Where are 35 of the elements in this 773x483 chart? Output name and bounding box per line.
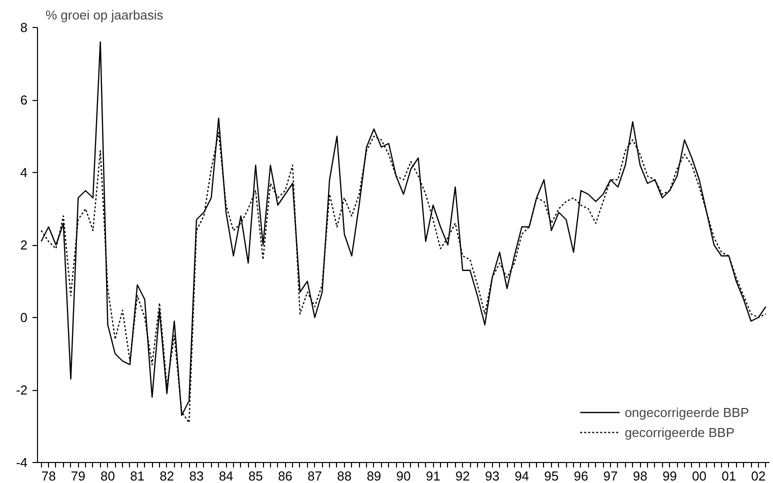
x-tick-label: 00 xyxy=(692,468,706,483)
x-tick-label: 99 xyxy=(662,468,677,483)
x-tick-label: 89 xyxy=(366,468,382,483)
x-tick-label: 90 xyxy=(396,468,411,483)
y-axis-title: % groei op jaarbasis xyxy=(46,8,164,22)
x-tick-label: 96 xyxy=(574,468,588,483)
y-tick-label: -2 xyxy=(16,382,28,398)
x-tick-label: 78 xyxy=(41,468,56,483)
y-tick-label: 6 xyxy=(20,92,28,108)
x-tick-label: 82 xyxy=(160,468,174,483)
y-tick-label: 2 xyxy=(20,238,28,252)
y-tick-label: -4 xyxy=(16,455,28,470)
y-tick-label: 0 xyxy=(20,310,28,325)
legend-label: gecorrigeerde BBP xyxy=(624,424,735,440)
x-tick-label: 02 xyxy=(751,468,766,483)
x-tick-label: 98 xyxy=(632,468,648,483)
x-tick-label: 91 xyxy=(426,468,440,483)
x-tick-label: 79 xyxy=(70,468,86,483)
x-tick-label: 86 xyxy=(278,468,292,483)
x-tick-label: 01 xyxy=(722,468,736,483)
y-tick-label: 4 xyxy=(20,165,28,180)
x-tick-label: 93 xyxy=(484,468,500,483)
x-tick-label: 81 xyxy=(130,468,145,483)
x-tick-label: 92 xyxy=(455,468,470,483)
x-tick-label: 94 xyxy=(514,468,530,483)
x-tick-label: 97 xyxy=(603,468,618,483)
x-tick-label: 88 xyxy=(337,468,352,483)
legend-label: ongecorrigeerde BBP xyxy=(624,404,749,420)
x-tick-label: 83 xyxy=(189,468,204,483)
y-tick-label: 8 xyxy=(20,20,28,35)
x-tick-label: 80 xyxy=(100,468,115,483)
x-tick-label: 84 xyxy=(218,468,234,483)
x-tick-label: 87 xyxy=(308,468,322,483)
x-tick-label: 95 xyxy=(544,468,559,483)
x-tick-label: 85 xyxy=(248,468,263,483)
